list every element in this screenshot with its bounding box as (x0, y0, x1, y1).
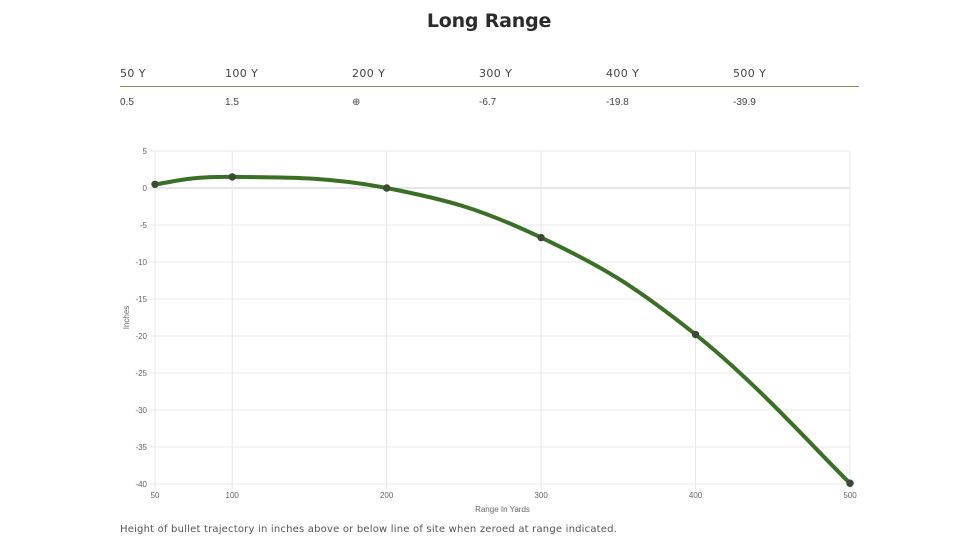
y-tick-label: -5 (140, 221, 148, 230)
range-value-400: -19.8 (606, 96, 629, 108)
x-tick-label: 200 (380, 491, 394, 500)
data-point (228, 173, 236, 181)
range-header-200: 200 Y (352, 60, 479, 87)
range-value-50: 0.5 (120, 96, 134, 108)
data-point (846, 479, 854, 487)
page-title: Long Range (426, 10, 552, 32)
y-tick-label: -15 (135, 295, 147, 304)
range-header-100: 100 Y (225, 60, 352, 87)
x-tick-label: 50 (151, 491, 160, 500)
y-tick-label: 5 (143, 147, 148, 156)
range-value-500: -39.9 (733, 96, 756, 108)
y-tick-label: -40 (135, 480, 147, 489)
data-point (151, 180, 159, 188)
range-value-300: -6.7 (479, 96, 497, 108)
x-tick-label: 300 (534, 491, 548, 500)
range-header-400: 400 Y (606, 60, 733, 87)
x-tick-label: 500 (843, 491, 857, 500)
x-tick-label: 100 (226, 491, 240, 500)
trajectory-line (153, 174, 852, 486)
y-tick-label: -20 (135, 332, 147, 341)
data-point (537, 233, 545, 242)
x-axis-title: Range In Yards (475, 505, 530, 514)
y-tick-label: -35 (135, 443, 147, 452)
table-row: 0.5 1.5 ⊕ -6.7 -19.8 -39.9 (120, 87, 859, 118)
range-header-50: 50 Y (120, 60, 225, 87)
y-tick-label: -25 (135, 369, 147, 378)
data-point (691, 330, 700, 339)
y-tick-label: -30 (135, 406, 147, 415)
y-axis-title: Inches (122, 306, 131, 330)
chart-caption: Height of bullet trajectory in inches ab… (120, 524, 618, 535)
table-header-row: 50 Y 100 Y 200 Y 300 Y 400 Y 500 Y (120, 60, 859, 87)
y-tick-label: 0 (143, 184, 148, 193)
range-value-100: 1.5 (225, 96, 239, 108)
zero-crosshair-icon: ⊕ (352, 96, 361, 108)
range-header-500: 500 Y (733, 60, 859, 87)
x-tick-label: 400 (689, 491, 703, 500)
data-point (382, 184, 391, 192)
range-table: 50 Y 100 Y 200 Y 300 Y 400 Y 500 Y 0.5 1… (120, 60, 859, 117)
y-tick-label: -10 (135, 258, 147, 267)
range-header-300: 300 Y (479, 60, 606, 87)
